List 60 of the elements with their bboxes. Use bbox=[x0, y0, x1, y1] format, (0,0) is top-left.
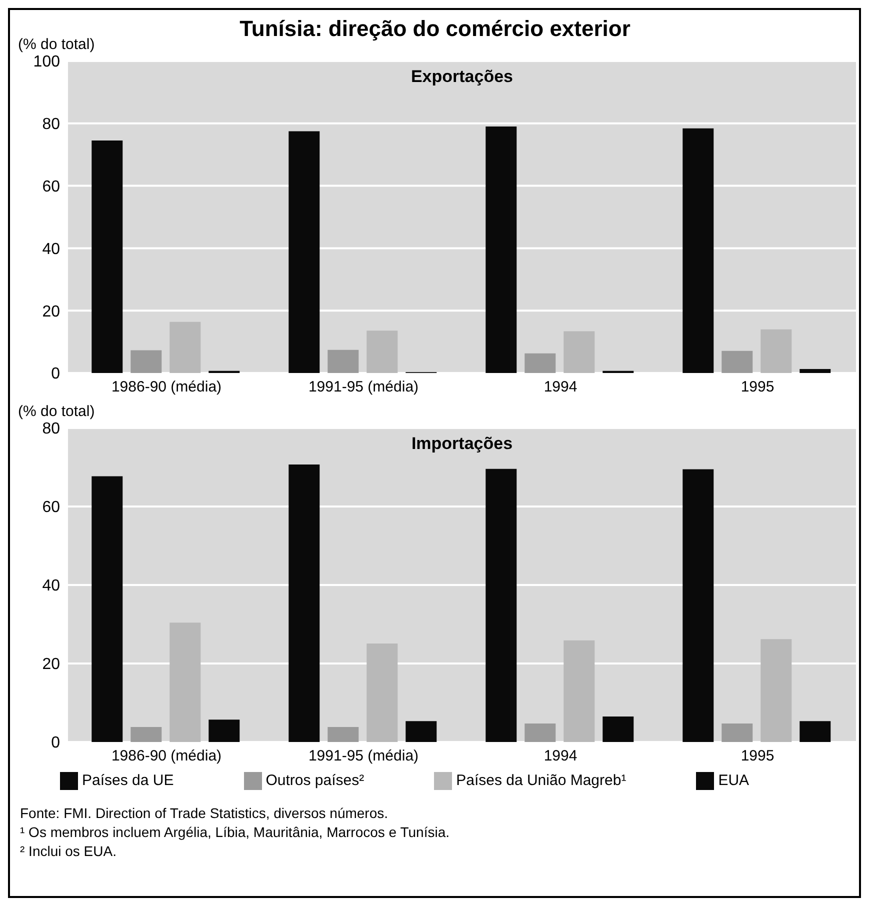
bar bbox=[564, 331, 595, 373]
bar bbox=[366, 643, 398, 742]
bar bbox=[288, 131, 320, 373]
y-tick-label: 60 bbox=[42, 499, 60, 516]
text: ¹ Os membros incluem Argélia, Líbia, Mauritânia, Marrocos e Tunísia. bbox=[20, 823, 451, 842]
text: ² Inclui os EUA. bbox=[20, 842, 118, 861]
y-tick-label: 0 bbox=[51, 366, 60, 383]
bar bbox=[682, 128, 714, 373]
y-tick-label: 20 bbox=[42, 656, 60, 674]
x-tick-label: 1986-90 (média) bbox=[111, 748, 222, 765]
legend-label: Países da UE bbox=[82, 772, 174, 789]
bar bbox=[722, 724, 753, 742]
y-tick-label: 80 bbox=[42, 116, 60, 134]
bar bbox=[328, 727, 359, 742]
bar bbox=[486, 126, 517, 373]
bar bbox=[170, 322, 201, 373]
y-axis-title: (% do total) bbox=[18, 36, 95, 53]
bar bbox=[92, 140, 123, 373]
bar bbox=[800, 721, 831, 742]
x-tick-label: 1995 bbox=[740, 378, 774, 396]
bar bbox=[208, 720, 240, 742]
chart-title: Tunísia: direção do comércio exterior bbox=[240, 16, 630, 41]
y-tick-label: 60 bbox=[42, 178, 60, 196]
bar bbox=[722, 350, 753, 373]
chart-subtitle: Importações bbox=[410, 434, 514, 454]
y-tick-label: 20 bbox=[42, 303, 60, 320]
chart-subtitle: Exportações bbox=[410, 67, 514, 87]
bar bbox=[760, 639, 792, 742]
bar bbox=[524, 353, 556, 373]
x-tick-label: 1991-95 (média) bbox=[308, 378, 419, 396]
bar bbox=[564, 640, 595, 742]
x-tick-label: 1994 bbox=[544, 748, 578, 765]
source-note: Fonte: FMI. Direction of Trade Statistics, diversos números. bbox=[20, 804, 390, 823]
x-tick-label: 1994 bbox=[544, 378, 578, 396]
y-tick-label: 80 bbox=[42, 420, 60, 438]
y-tick-label: 40 bbox=[42, 578, 60, 595]
bar bbox=[682, 469, 714, 742]
legend-label: Países da União Magreb¹ bbox=[456, 772, 626, 789]
bar bbox=[800, 368, 831, 373]
bar bbox=[486, 468, 517, 742]
bar bbox=[366, 330, 398, 373]
bar bbox=[602, 716, 634, 742]
legend-label: Outros países² bbox=[266, 772, 364, 789]
bar bbox=[288, 464, 320, 742]
bar bbox=[406, 721, 437, 742]
bar bbox=[170, 622, 201, 742]
y-tick-label: 100 bbox=[33, 54, 60, 71]
bar bbox=[92, 476, 123, 742]
y-tick-label: 0 bbox=[51, 734, 60, 752]
x-tick-label: 1995 bbox=[740, 748, 774, 765]
y-axis-title: (% do total) bbox=[18, 403, 96, 420]
x-tick-label: 1991-95 (média) bbox=[308, 748, 419, 765]
y-tick-label: 40 bbox=[42, 240, 60, 258]
x-tick-label: 1986-90 (média) bbox=[111, 378, 222, 396]
bar bbox=[760, 329, 792, 373]
bar bbox=[524, 724, 556, 742]
bar bbox=[130, 727, 162, 742]
legend-label: EUA bbox=[718, 772, 750, 789]
bar bbox=[130, 350, 162, 373]
bar bbox=[328, 350, 359, 373]
